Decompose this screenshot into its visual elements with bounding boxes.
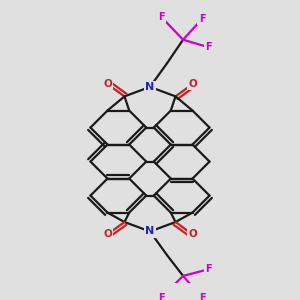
Text: F: F <box>199 14 205 24</box>
Text: F: F <box>205 42 212 52</box>
Text: F: F <box>199 292 205 300</box>
Text: N: N <box>146 226 154 236</box>
Text: O: O <box>103 79 112 89</box>
Text: F: F <box>158 292 165 300</box>
Text: N: N <box>146 82 154 92</box>
Text: F: F <box>158 12 165 22</box>
Text: O: O <box>188 229 197 239</box>
Text: F: F <box>205 264 212 274</box>
Text: O: O <box>188 79 197 89</box>
Text: O: O <box>103 229 112 239</box>
